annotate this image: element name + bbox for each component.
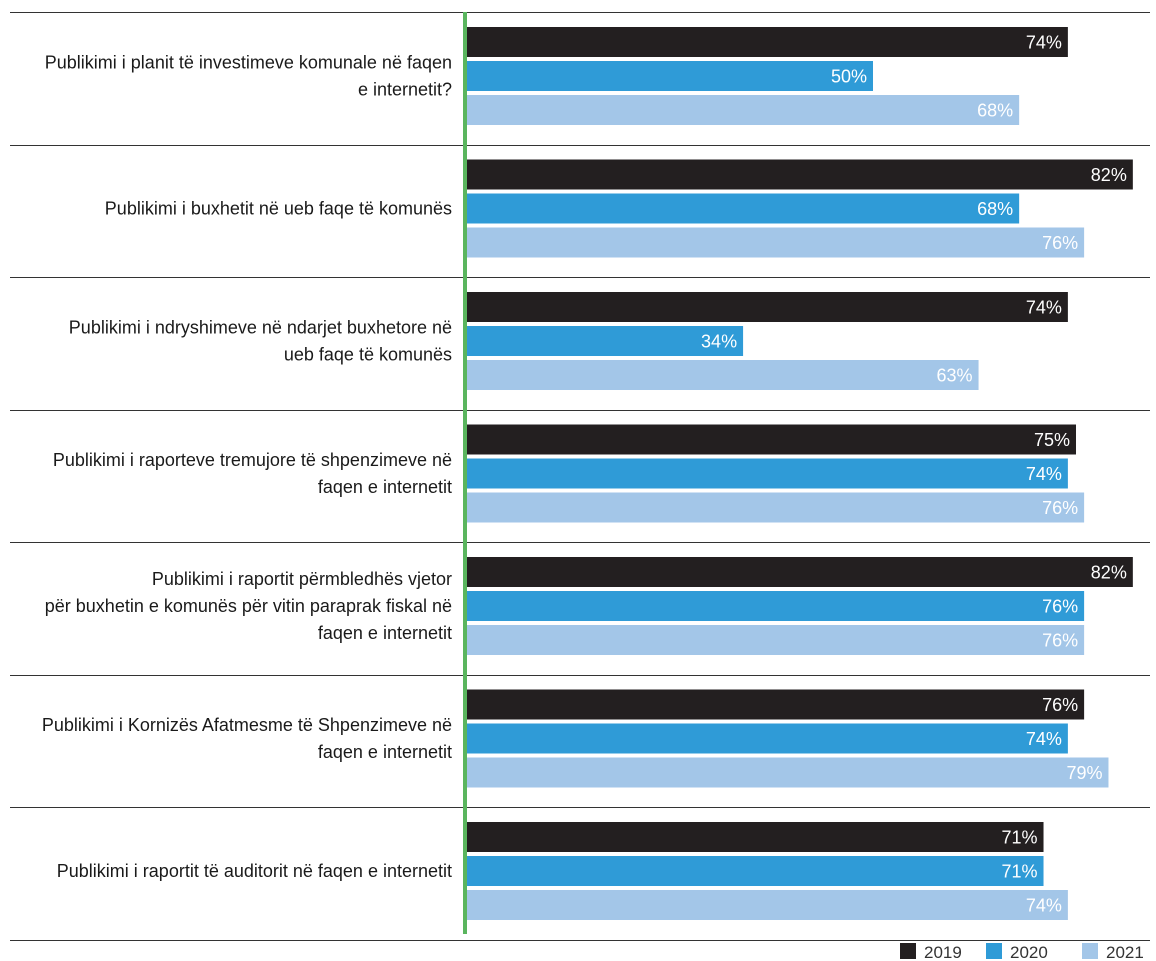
legend-swatch-2020 [986,943,1002,959]
value-label: 76% [1042,233,1078,253]
y-axis-line [463,12,467,934]
category-label: faqen e internetit [318,477,452,497]
category-label: Publikimi i planit të investimeve komuna… [45,53,452,73]
value-label: 71% [1001,828,1037,848]
bar-2021-3 [467,360,979,390]
value-label: 76% [1042,695,1078,715]
category-label: Publikimi i raportit të auditorit në faq… [57,861,452,881]
bar-2021-5 [467,625,1085,655]
value-label: 71% [1001,862,1037,882]
bar-2020-6 [467,723,1068,754]
bar-2021-7 [467,890,1068,920]
bar-2021-4 [467,492,1085,523]
bar-2019-7 [467,822,1044,852]
legend-label-2019: 2019 [924,943,962,961]
value-label: 76% [1042,498,1078,518]
value-label: 74% [1026,464,1062,484]
value-label: 50% [831,67,867,87]
value-label: 68% [977,199,1013,219]
category-label: Publikimi i ndryshimeve në ndarjet buxhe… [69,318,452,338]
bar-2020-5 [467,591,1085,621]
value-label: 68% [977,101,1013,121]
value-label: 63% [937,366,973,386]
bar-2019-2 [467,159,1133,190]
value-label: 79% [1066,763,1102,783]
category-label: për buxhetin e komunës për vitin parapra… [45,596,452,616]
value-label: 76% [1042,631,1078,651]
value-label: 34% [701,332,737,352]
bar-2021-1 [467,95,1020,125]
bar-2020-2 [467,193,1020,224]
bar-2019-1 [467,27,1068,57]
bar-2019-6 [467,689,1085,720]
bar-2021-6 [467,757,1109,788]
legend-label-2020: 2020 [1010,943,1048,961]
category-label: Publikimi i Kornizës Afatmesme të Shpenz… [42,715,452,735]
value-label: 74% [1026,33,1062,53]
value-label: 82% [1091,165,1127,185]
category-label: Publikimi i raportit përmbledhës vjetor [152,569,452,589]
value-label: 75% [1034,430,1070,450]
bar-2020-7 [467,856,1044,886]
legend-swatch-2021 [1082,943,1098,959]
bar-2019-5 [467,557,1133,587]
category-label: ueb faqe të komunës [284,345,452,365]
category-label: faqen e internetit [318,742,452,762]
category-label: Publikimi i raporteve tremujore të shpen… [53,450,452,470]
category-label: e internetit? [358,80,452,100]
value-label: 74% [1026,298,1062,318]
category-label: faqen e internetit [318,623,452,643]
bar-2020-4 [467,458,1068,489]
bar-2020-1 [467,61,873,91]
legend-swatch-2019 [900,943,916,959]
bar-2020-3 [467,326,744,356]
value-label: 74% [1026,896,1062,916]
value-label: 74% [1026,729,1062,749]
bar-2021-2 [467,227,1085,258]
legend-label-2021: 2021 [1106,943,1144,961]
bar-2019-4 [467,424,1076,455]
category-label: Publikimi i buxhetit në ueb faqe të komu… [105,199,452,219]
value-label: 76% [1042,597,1078,617]
value-label: 82% [1091,563,1127,583]
bar-2019-3 [467,292,1068,322]
